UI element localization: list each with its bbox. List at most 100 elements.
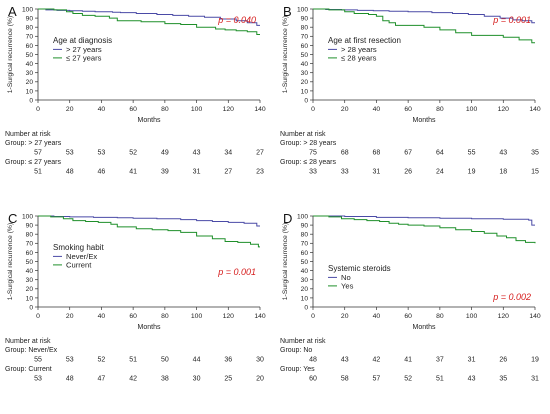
x-tick-label: 140 [254, 106, 266, 113]
risk-count: 60 [309, 376, 317, 383]
panel-d: D 0 10 20 30 40 50 60 70 80 90 100 0 20 40 60 80 100 120 14… [280, 211, 541, 383]
series-line-never-ex [38, 215, 260, 227]
x-tick-label: 60 [404, 313, 412, 320]
y-tick-label: 100 [297, 213, 308, 220]
x-tick-label: 20 [66, 313, 74, 320]
risk-group-label: Group: ≤ 27 years [5, 159, 61, 166]
risk-table: Number at risk Group: > 28 years 75 68 68 67 6… [280, 131, 539, 176]
risk-count: 35 [499, 376, 507, 383]
p-value: p = 0.001 [492, 15, 531, 25]
y-tick-label: 60 [26, 250, 34, 257]
x-tick-label: 0 [36, 106, 40, 113]
y-tick-label: 10 [26, 88, 34, 95]
y-tick-label: 0 [304, 97, 308, 104]
risk-count: 46 [98, 169, 106, 176]
legend-title: Systemic steroids [328, 264, 391, 273]
x-tick-label: 120 [498, 106, 510, 113]
risk-count: 53 [34, 376, 42, 383]
y-tick-label: 20 [301, 286, 309, 293]
risk-count: 57 [34, 150, 42, 157]
panel-label: D [283, 211, 292, 226]
y-tick-label: 0 [304, 304, 308, 311]
risk-group-label: Group: > 28 years [280, 140, 337, 147]
risk-count: 31 [468, 357, 476, 364]
risk-group-label: Group: Never/Ex [5, 347, 58, 354]
axes: 0 10 20 30 40 50 60 70 80 90 100 0 20 40 60 80 100 120 140… [7, 6, 266, 124]
x-tick-label: 120 [223, 313, 235, 320]
y-tick-label: 20 [26, 286, 34, 293]
y-tick-label: 80 [301, 25, 309, 32]
risk-count: 23 [256, 169, 264, 176]
x-tick-label: 120 [498, 313, 510, 320]
risk-group-label: Group: > 27 years [5, 140, 62, 147]
x-tick-label: 140 [529, 106, 541, 113]
panel-c: C 0 10 20 30 40 50 60 70 80 90 100 0 20 40 60 80 100 120 14… [5, 211, 266, 383]
axes: 0 10 20 30 40 50 60 70 80 90 100 0 20 40 60 80 100 120 140… [282, 213, 541, 331]
risk-count: 43 [193, 150, 201, 157]
y-axis-label: 1-Surgical recurrence (%) [282, 16, 289, 93]
x-tick-label: 40 [373, 106, 381, 113]
risk-count: 49 [161, 150, 169, 157]
risk-count: 31 [373, 169, 381, 176]
y-tick-label: 90 [26, 16, 34, 23]
x-tick-label: 80 [161, 313, 169, 320]
risk-group-label: Group: No [280, 347, 312, 354]
risk-count: 51 [436, 376, 444, 383]
panel-label: C [8, 211, 17, 226]
risk-count: 48 [66, 169, 74, 176]
y-tick-label: 30 [301, 277, 309, 284]
risk-count: 43 [341, 357, 349, 364]
series-line-27-years [38, 8, 260, 35]
series-line-no [313, 215, 535, 226]
y-tick-label: 60 [26, 43, 34, 50]
y-tick-label: 70 [301, 241, 309, 248]
y-tick-label: 100 [297, 6, 308, 13]
risk-count: 27 [224, 169, 232, 176]
x-tick-label: 40 [98, 313, 106, 320]
y-tick-label: 30 [26, 70, 34, 77]
risk-table: Number at risk Group: No 48 43 42 41 37 31 26 19 G… [280, 338, 539, 383]
y-tick-label: 0 [29, 97, 33, 104]
y-tick-label: 80 [301, 232, 309, 239]
y-tick-label: 20 [301, 79, 309, 86]
risk-table: Number at risk Group: Never/Ex 55 53 52 51 50 4… [5, 338, 264, 383]
risk-table-title: Number at risk [280, 131, 326, 138]
x-axis-label: Months [413, 324, 436, 331]
y-tick-label: 40 [26, 61, 34, 68]
x-tick-label: 100 [466, 313, 478, 320]
risk-count: 48 [66, 376, 74, 383]
panel-label: A [8, 4, 17, 19]
panel-b: B 0 10 20 30 40 50 60 70 80 90 100 0 20 40 60 80 100 120 14… [280, 4, 541, 176]
legend-title: Smoking habit [53, 243, 104, 252]
y-tick-label: 70 [26, 34, 34, 41]
x-axis-label: Months [138, 324, 161, 331]
p-value: p = 0.001 [217, 267, 256, 277]
risk-group-label: Group: Yes [280, 366, 315, 373]
risk-count: 42 [373, 357, 381, 364]
y-tick-label: 10 [301, 88, 309, 95]
y-tick-label: 50 [301, 259, 309, 266]
risk-count: 26 [499, 357, 507, 364]
series-line-current [38, 215, 260, 248]
risk-count: 47 [98, 376, 106, 383]
x-tick-label: 60 [129, 106, 137, 113]
x-tick-label: 80 [161, 106, 169, 113]
legend-entry: Yes [341, 282, 354, 291]
y-tick-label: 50 [301, 52, 309, 59]
risk-count: 41 [129, 169, 137, 176]
legend: Age at first resection> 28 years≤ 28 yea… [328, 36, 401, 63]
axes: 0 10 20 30 40 50 60 70 80 90 100 0 20 40 60 80 100 120 140… [7, 213, 266, 331]
y-tick-label: 60 [301, 43, 309, 50]
risk-count: 30 [256, 357, 264, 364]
y-tick-label: 20 [26, 79, 34, 86]
x-tick-label: 140 [529, 313, 541, 320]
y-tick-label: 0 [29, 304, 33, 311]
x-tick-label: 120 [223, 106, 235, 113]
x-axis-label: Months [138, 117, 161, 124]
risk-count: 18 [499, 169, 507, 176]
risk-count: 53 [66, 150, 74, 157]
x-tick-label: 20 [341, 313, 349, 320]
risk-count: 75 [309, 150, 317, 157]
risk-count: 36 [224, 357, 232, 364]
